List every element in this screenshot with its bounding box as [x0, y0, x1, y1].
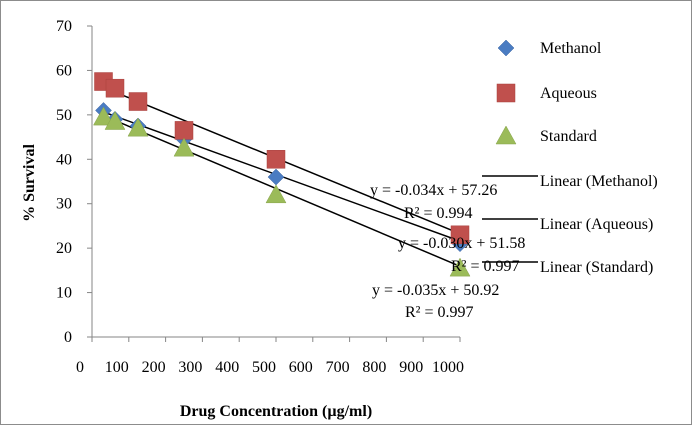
y-tick-labels: 0 10 20 30 40 50 60 70	[56, 18, 72, 346]
x-tick-label: 100	[105, 359, 129, 376]
data-point-diamond	[267, 168, 285, 186]
trendline-equation: y = -0.030x + 51.58	[398, 235, 525, 252]
x-tick-label: 0	[76, 359, 84, 376]
x-tick-label: 900	[399, 359, 423, 376]
data-point-triangle	[127, 117, 149, 137]
legend: Methanol Aqueous Standard Linear (Methanol)…	[482, 39, 658, 276]
x-tick-label: 1000	[432, 359, 464, 376]
y-tick-label: 30	[56, 196, 72, 213]
data-point-square	[174, 121, 194, 140]
y-tick-label: 70	[56, 18, 72, 35]
legend-label: Methanol	[540, 40, 602, 57]
data-point-square	[266, 150, 286, 169]
x-tick-label: 500	[252, 359, 276, 376]
trendline-r2: R² = 0.997	[451, 258, 520, 275]
trendline-r2: R² = 0.994	[404, 205, 473, 222]
y-tick-label: 40	[56, 151, 72, 168]
y-axis-title: % Survival	[21, 144, 38, 222]
data-markers	[93, 72, 471, 277]
trendline-r2: R² = 0.997	[405, 304, 474, 321]
trendline-labels: y = -0.030x + 51.58 R² = 0.997 y = -0.034x…	[370, 182, 525, 321]
data-point-square	[450, 225, 470, 245]
data-point-triangle	[265, 184, 287, 204]
x-axis-title: Drug Concentration (µg/ml)	[180, 403, 372, 420]
data-point-triangle	[104, 111, 126, 130]
legend-marker-diamond	[497, 39, 515, 57]
y-tick-label: 50	[56, 107, 72, 124]
x-tick-label: 800	[362, 359, 386, 376]
legend-label: Aqueous	[540, 85, 597, 102]
x-tick-label: 200	[142, 359, 166, 376]
axes	[87, 25, 461, 342]
x-tick-label: 300	[178, 359, 202, 376]
data-point-square	[105, 78, 125, 98]
x-tick-label: 600	[289, 359, 313, 376]
legend-label: Linear (Aqueous)	[540, 216, 653, 233]
y-tick-label: 10	[56, 285, 72, 302]
x-tick-labels: 0 100 200 300 400 500 600 700 800 900 1000	[76, 359, 464, 376]
legend-label: Standard	[540, 128, 597, 145]
legend-marker-square	[496, 83, 516, 103]
legend-marker-triangle	[495, 125, 517, 145]
trendline-equation: y = -0.034x + 57.26	[370, 182, 497, 199]
x-tick-label: 700	[326, 359, 350, 376]
data-point-triangle	[93, 106, 114, 126]
data-point-triangle	[173, 137, 195, 157]
trendline	[103, 114, 461, 267]
trendline-equation: y = -0.035x + 50.92	[372, 282, 499, 299]
data-point-triangle	[449, 257, 471, 277]
y-tick-label: 20	[56, 240, 72, 257]
legend-label: Linear (Standard)	[540, 259, 653, 276]
legend-label: Linear (Methanol)	[540, 173, 658, 190]
y-tick-label: 0	[64, 329, 72, 346]
x-tick-label: 400	[215, 359, 239, 376]
data-point-square	[128, 92, 148, 111]
y-tick-label: 60	[56, 62, 72, 79]
